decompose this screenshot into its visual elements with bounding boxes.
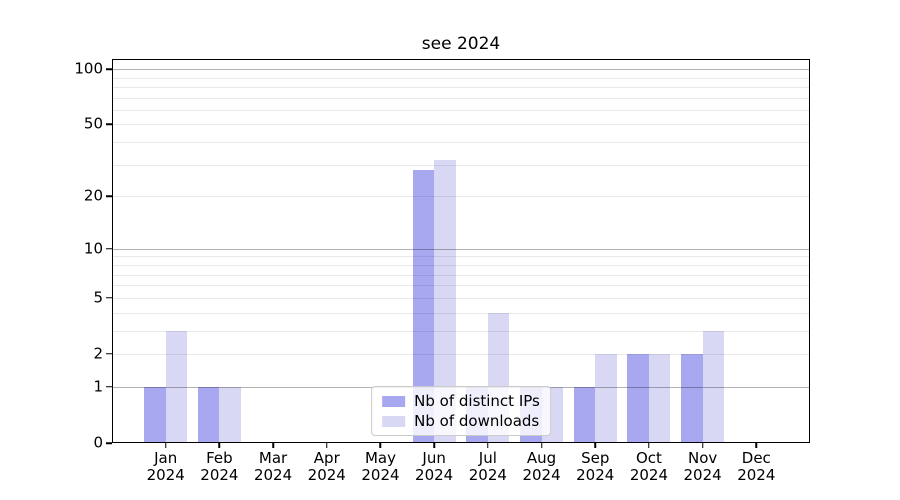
bar bbox=[573, 386, 596, 443]
legend-label: Nb of distinct IPs bbox=[414, 392, 540, 410]
x-tick-label: Apr 2024 bbox=[307, 449, 346, 484]
x-tick bbox=[701, 443, 704, 448]
y-tick bbox=[106, 247, 112, 250]
gridline-minor bbox=[112, 285, 810, 287]
legend-item: Nb of downloads bbox=[382, 413, 540, 429]
x-tick bbox=[487, 443, 489, 448]
gridline-major bbox=[112, 248, 810, 250]
gridline-minor bbox=[112, 264, 810, 266]
y-tick bbox=[106, 442, 112, 444]
y-tick-label: 2 bbox=[93, 344, 103, 363]
y-tick bbox=[106, 68, 112, 70]
x-tick-label: Dec 2024 bbox=[737, 449, 776, 484]
bar bbox=[681, 354, 703, 443]
legend: Nb of distinct IPs Nb of downloads bbox=[371, 386, 551, 436]
gridline-minor bbox=[112, 142, 810, 144]
x-tick-label: Jun 2024 bbox=[415, 449, 454, 484]
bar bbox=[197, 386, 220, 443]
bar bbox=[595, 354, 617, 443]
legend-label: Nb of downloads bbox=[414, 412, 540, 430]
legend-item: Nb of distinct IPs bbox=[382, 393, 540, 409]
bar bbox=[412, 170, 435, 443]
y-tick-label: 1 bbox=[93, 377, 103, 396]
legend-swatch-downloads bbox=[382, 415, 406, 427]
y-tick-label: 50 bbox=[83, 114, 103, 133]
y-tick bbox=[106, 386, 112, 388]
y-tick-label: 20 bbox=[83, 186, 103, 205]
y-tick-label: 5 bbox=[93, 288, 103, 307]
y-tick bbox=[106, 195, 112, 198]
x-tick-label: Oct 2024 bbox=[629, 449, 669, 484]
y-tick-label: 0 bbox=[93, 433, 103, 452]
x-tick bbox=[379, 443, 382, 448]
x-tick-label: Mar 2024 bbox=[253, 449, 293, 484]
x-tick-label: Nov 2024 bbox=[683, 449, 722, 484]
x-tick bbox=[540, 443, 543, 448]
x-tick bbox=[164, 443, 167, 448]
gridline-minor bbox=[112, 86, 810, 88]
x-tick-label: Sep 2024 bbox=[576, 449, 615, 484]
x-tick bbox=[648, 443, 650, 448]
y-tick-label: 10 bbox=[83, 239, 103, 258]
gridline-minor bbox=[112, 353, 810, 355]
gridline-minor bbox=[112, 274, 810, 276]
gridline-minor bbox=[112, 77, 810, 79]
x-tick bbox=[433, 443, 435, 448]
gridline-minor bbox=[112, 330, 810, 332]
x-tick-label: Aug 2024 bbox=[522, 449, 561, 484]
gridline-minor bbox=[112, 164, 810, 166]
x-tick-label: Jul 2024 bbox=[468, 449, 507, 484]
gridline-minor bbox=[112, 109, 810, 111]
legend-swatch-distinct-ips bbox=[382, 395, 406, 407]
x-tick bbox=[272, 443, 274, 448]
x-tick-label: Feb 2024 bbox=[200, 449, 239, 484]
gridline-minor bbox=[112, 97, 810, 99]
y-tick bbox=[106, 297, 112, 299]
gridline-major bbox=[112, 69, 810, 71]
gridline-minor bbox=[112, 124, 810, 126]
plot-area: Nb of distinct IPs Nb of downloads bbox=[112, 59, 810, 443]
gridline-minor bbox=[112, 297, 810, 299]
x-tick-label: Jan 2024 bbox=[146, 449, 185, 484]
x-tick bbox=[755, 443, 758, 448]
gridline-minor bbox=[112, 312, 810, 314]
y-tick-label: 100 bbox=[74, 59, 103, 78]
x-tick bbox=[218, 443, 221, 448]
bar bbox=[627, 354, 649, 443]
gridline-minor bbox=[112, 256, 810, 258]
bar bbox=[144, 386, 166, 443]
bar bbox=[434, 159, 456, 443]
y-tick bbox=[106, 123, 112, 126]
x-tick-label: May 2024 bbox=[361, 449, 400, 484]
bar bbox=[219, 386, 241, 443]
gridline-minor bbox=[112, 196, 810, 198]
y-tick bbox=[106, 353, 112, 355]
x-tick bbox=[594, 443, 596, 448]
chart-title: see 2024 bbox=[421, 34, 501, 54]
bar bbox=[648, 354, 671, 443]
x-tick bbox=[326, 443, 328, 448]
